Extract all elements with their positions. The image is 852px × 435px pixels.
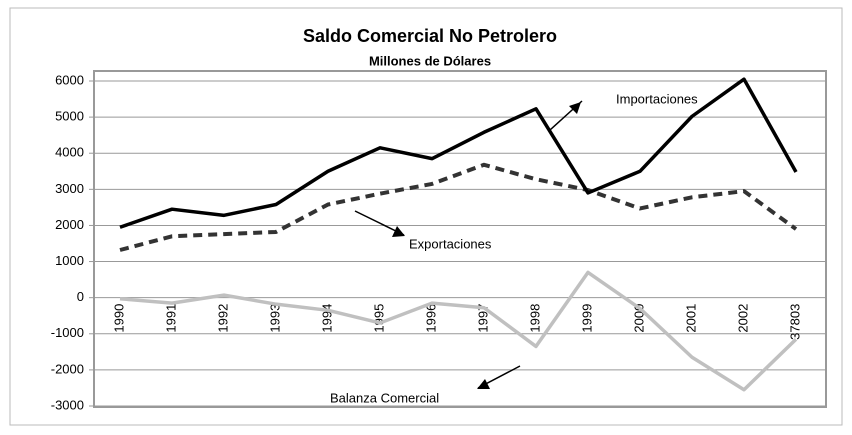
arrowhead: [477, 379, 490, 389]
arrowhead: [392, 226, 405, 237]
series-line: [119, 77, 798, 229]
x-tick-label: 1998: [527, 304, 542, 333]
y-tick-label: 6000: [55, 72, 84, 87]
chart-title: Saldo Comercial No Petrolero: [303, 26, 557, 46]
y-tick-label: 0: [77, 289, 84, 304]
chart-subtitle: Millones de Dólares: [369, 53, 491, 68]
y-tick-label: -2000: [51, 361, 84, 376]
x-tick-label: 1990: [111, 304, 126, 333]
x-tick-label: 2001: [683, 304, 698, 333]
y-tick-label: 5000: [55, 109, 84, 124]
arrowhead: [569, 102, 581, 114]
x-tick-label: 1992: [215, 304, 230, 333]
x-tick-label: 1996: [423, 304, 438, 333]
y-tick-label: 2000: [55, 217, 84, 232]
annotation: Balanza Comercial: [330, 390, 439, 405]
series-line: [119, 270, 798, 392]
x-tick-label: 1993: [267, 304, 282, 333]
x-tick-label: 1991: [163, 304, 178, 333]
y-tick-label: -1000: [51, 325, 84, 340]
plot-frame: [93, 70, 827, 408]
grid: -3000 -2000 -1000 0 1000 2000 3000 4000 5000 6000: [51, 72, 826, 412]
x-tick-label: 2002: [735, 304, 750, 333]
x-tick-label: 1999: [579, 304, 594, 333]
annotation: Exportaciones: [409, 236, 492, 251]
y-tick-label: 1000: [55, 253, 84, 268]
y-tick-label: -3000: [51, 397, 84, 412]
series-line: [119, 162, 798, 252]
x-tick-label: 1995: [371, 304, 386, 333]
x-tick-label: 37803: [787, 304, 802, 340]
annotation: Importaciones: [616, 91, 698, 106]
y-tick-label: 4000: [55, 145, 84, 160]
lines: [119, 77, 798, 392]
x-labels: 1990 1991 1992 1993 1994 1995 1996 1997 1998 1999…: [111, 304, 802, 340]
y-tick-label: 3000: [55, 181, 84, 196]
annotations: Importaciones Exportaciones Balanza Come…: [330, 91, 698, 405]
